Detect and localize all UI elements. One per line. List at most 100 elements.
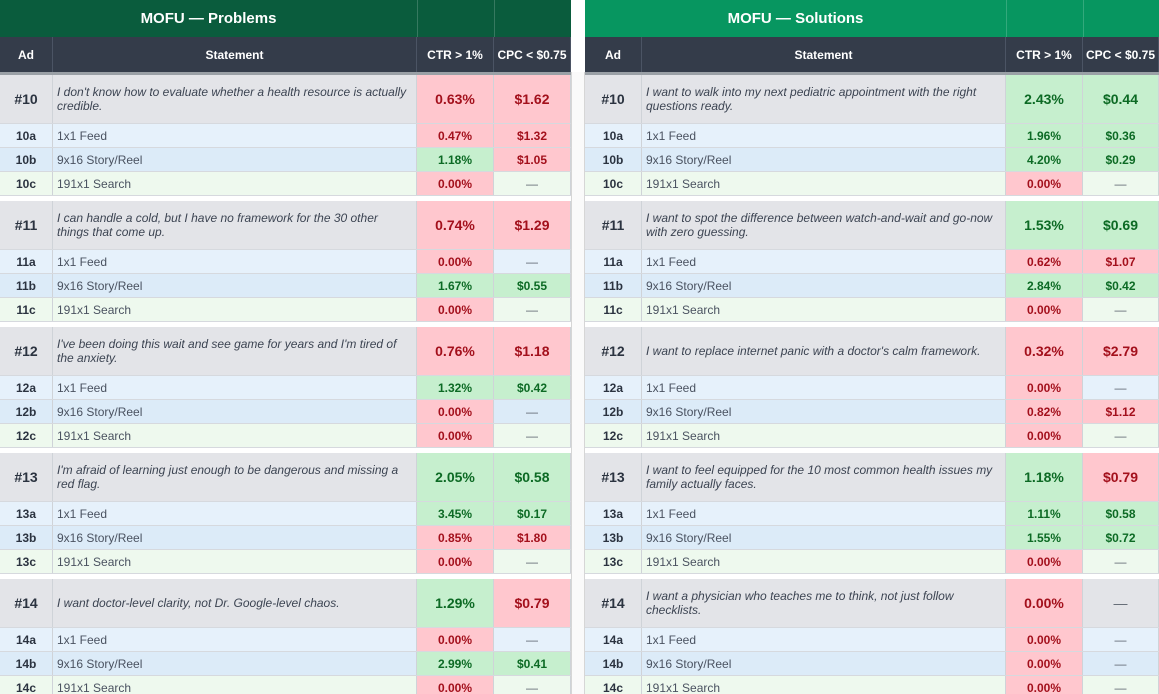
variant-row[interactable]: 14b 9x16 Story/Reel 0.00% —: [585, 652, 1159, 676]
cpc-cell[interactable]: $0.17: [494, 502, 571, 525]
variant-format-cell[interactable]: 191x1 Search: [642, 676, 1006, 694]
statement-cell[interactable]: I want to replace internet panic with a …: [642, 327, 1006, 375]
variant-id-cell[interactable]: 10c: [585, 172, 642, 195]
cpc-cell[interactable]: $1.32: [494, 124, 571, 147]
variant-row[interactable]: 13b 9x16 Story/Reel 0.85% $1.80: [0, 526, 571, 550]
ctr-cell[interactable]: 2.84%: [1006, 274, 1083, 297]
variant-id-cell[interactable]: 14b: [0, 652, 53, 675]
ad-id-cell[interactable]: #11: [585, 201, 642, 249]
ad-group-row[interactable]: #10 I don't know how to evaluate whether …: [0, 75, 571, 124]
variant-row[interactable]: 13c 191x1 Search 0.00% —: [0, 550, 571, 574]
variant-format-cell[interactable]: 1x1 Feed: [642, 502, 1006, 525]
variant-id-cell[interactable]: 14c: [0, 676, 53, 694]
variant-id-cell[interactable]: 11c: [585, 298, 642, 321]
variant-id-cell[interactable]: 14c: [585, 676, 642, 694]
ad-group-row[interactable]: #13 I'm afraid of learning just enough to…: [0, 453, 571, 502]
ctr-cell[interactable]: 0.47%: [417, 124, 494, 147]
cpc-cell[interactable]: —: [1083, 298, 1159, 321]
variant-id-cell[interactable]: 10b: [585, 148, 642, 171]
variant-format-cell[interactable]: 9x16 Story/Reel: [53, 400, 417, 423]
ctr-cell[interactable]: 1.29%: [417, 579, 494, 627]
cpc-cell[interactable]: $0.44: [1083, 75, 1159, 123]
ad-group-row[interactable]: #14 I want doctor-level clarity, not Dr. …: [0, 579, 571, 628]
ctr-cell[interactable]: 0.00%: [1006, 424, 1083, 447]
variant-id-cell[interactable]: 13b: [585, 526, 642, 549]
variant-row[interactable]: 14a 1x1 Feed 0.00% —: [0, 628, 571, 652]
statement-cell[interactable]: I'm afraid of learning just enough to be…: [53, 453, 417, 501]
cpc-cell[interactable]: $0.58: [1083, 502, 1159, 525]
variant-format-cell[interactable]: 9x16 Story/Reel: [642, 652, 1006, 675]
ctr-cell[interactable]: 4.20%: [1006, 148, 1083, 171]
ctr-cell[interactable]: 0.85%: [417, 526, 494, 549]
variant-id-cell[interactable]: 10a: [585, 124, 642, 147]
variant-row[interactable]: 12b 9x16 Story/Reel 0.82% $1.12: [585, 400, 1159, 424]
variant-row[interactable]: 11c 191x1 Search 0.00% —: [0, 298, 571, 322]
ctr-cell[interactable]: 0.00%: [1006, 376, 1083, 399]
ad-id-cell[interactable]: #11: [0, 201, 53, 249]
variant-row[interactable]: 14c 191x1 Search 0.00% —: [585, 676, 1159, 694]
ctr-cell[interactable]: 2.99%: [417, 652, 494, 675]
variant-format-cell[interactable]: 191x1 Search: [53, 172, 417, 195]
variant-id-cell[interactable]: 12b: [0, 400, 53, 423]
cpc-cell[interactable]: —: [1083, 550, 1159, 573]
ctr-cell[interactable]: 0.00%: [1006, 652, 1083, 675]
ctr-cell[interactable]: 2.43%: [1006, 75, 1083, 123]
variant-id-cell[interactable]: 11a: [585, 250, 642, 273]
variant-row[interactable]: 14b 9x16 Story/Reel 2.99% $0.41: [0, 652, 571, 676]
statement-cell[interactable]: I want to feel equipped for the 10 most …: [642, 453, 1006, 501]
variant-format-cell[interactable]: 9x16 Story/Reel: [642, 148, 1006, 171]
variant-row[interactable]: 14c 191x1 Search 0.00% —: [0, 676, 571, 694]
variant-id-cell[interactable]: 10a: [0, 124, 53, 147]
statement-cell[interactable]: I don't know how to evaluate whether a h…: [53, 75, 417, 123]
ctr-cell[interactable]: 1.55%: [1006, 526, 1083, 549]
variant-row[interactable]: 12a 1x1 Feed 1.32% $0.42: [0, 376, 571, 400]
variant-row[interactable]: 11a 1x1 Feed 0.00% —: [0, 250, 571, 274]
variant-row[interactable]: 10a 1x1 Feed 0.47% $1.32: [0, 124, 571, 148]
variant-id-cell[interactable]: 11b: [585, 274, 642, 297]
ad-id-cell[interactable]: #13: [0, 453, 53, 501]
ctr-cell[interactable]: 0.00%: [417, 298, 494, 321]
cpc-cell[interactable]: —: [1083, 424, 1159, 447]
ctr-cell[interactable]: 0.00%: [1006, 298, 1083, 321]
ad-group-row[interactable]: #14 I want a physician who teaches me to …: [585, 579, 1159, 628]
statement-cell[interactable]: I want doctor-level clarity, not Dr. Goo…: [53, 579, 417, 627]
variant-id-cell[interactable]: 12c: [0, 424, 53, 447]
ad-id-cell[interactable]: #10: [585, 75, 642, 123]
column-header-cpc[interactable]: CPC < $0.75: [1083, 37, 1159, 72]
variant-id-cell[interactable]: 13a: [585, 502, 642, 525]
variant-row[interactable]: 10b 9x16 Story/Reel 1.18% $1.05: [0, 148, 571, 172]
ctr-cell[interactable]: 1.32%: [417, 376, 494, 399]
cpc-cell[interactable]: $0.58: [494, 453, 571, 501]
variant-format-cell[interactable]: 191x1 Search: [53, 550, 417, 573]
ctr-cell[interactable]: 0.00%: [417, 628, 494, 651]
column-header-ad[interactable]: Ad: [0, 37, 53, 72]
ad-group-row[interactable]: #10 I want to walk into my next pediatric…: [585, 75, 1159, 124]
ctr-cell[interactable]: 0.82%: [1006, 400, 1083, 423]
variant-row[interactable]: 10a 1x1 Feed 1.96% $0.36: [585, 124, 1159, 148]
cpc-cell[interactable]: —: [494, 676, 571, 694]
statement-cell[interactable]: I can handle a cold, but I have no frame…: [53, 201, 417, 249]
variant-format-cell[interactable]: 9x16 Story/Reel: [53, 526, 417, 549]
ad-id-cell[interactable]: #13: [585, 453, 642, 501]
variant-id-cell[interactable]: 11a: [0, 250, 53, 273]
variant-row[interactable]: 10c 191x1 Search 0.00% —: [585, 172, 1159, 196]
variant-row[interactable]: 14a 1x1 Feed 0.00% —: [585, 628, 1159, 652]
variant-id-cell[interactable]: 12c: [585, 424, 642, 447]
variant-id-cell[interactable]: 13b: [0, 526, 53, 549]
cpc-cell[interactable]: —: [1083, 676, 1159, 694]
cpc-cell[interactable]: $0.69: [1083, 201, 1159, 249]
cpc-cell[interactable]: $1.18: [494, 327, 571, 375]
cpc-cell[interactable]: $1.29: [494, 201, 571, 249]
cpc-cell[interactable]: —: [1083, 652, 1159, 675]
variant-format-cell[interactable]: 191x1 Search: [642, 424, 1006, 447]
ctr-cell[interactable]: 1.53%: [1006, 201, 1083, 249]
variant-format-cell[interactable]: 191x1 Search: [642, 172, 1006, 195]
variant-format-cell[interactable]: 9x16 Story/Reel: [642, 526, 1006, 549]
cpc-cell[interactable]: $1.05: [494, 148, 571, 171]
variant-format-cell[interactable]: 1x1 Feed: [642, 628, 1006, 651]
variant-row[interactable]: 12c 191x1 Search 0.00% —: [585, 424, 1159, 448]
column-header-ad[interactable]: Ad: [585, 37, 642, 72]
variant-format-cell[interactable]: 191x1 Search: [53, 298, 417, 321]
cpc-cell[interactable]: $1.12: [1083, 400, 1159, 423]
ctr-cell[interactable]: 0.74%: [417, 201, 494, 249]
